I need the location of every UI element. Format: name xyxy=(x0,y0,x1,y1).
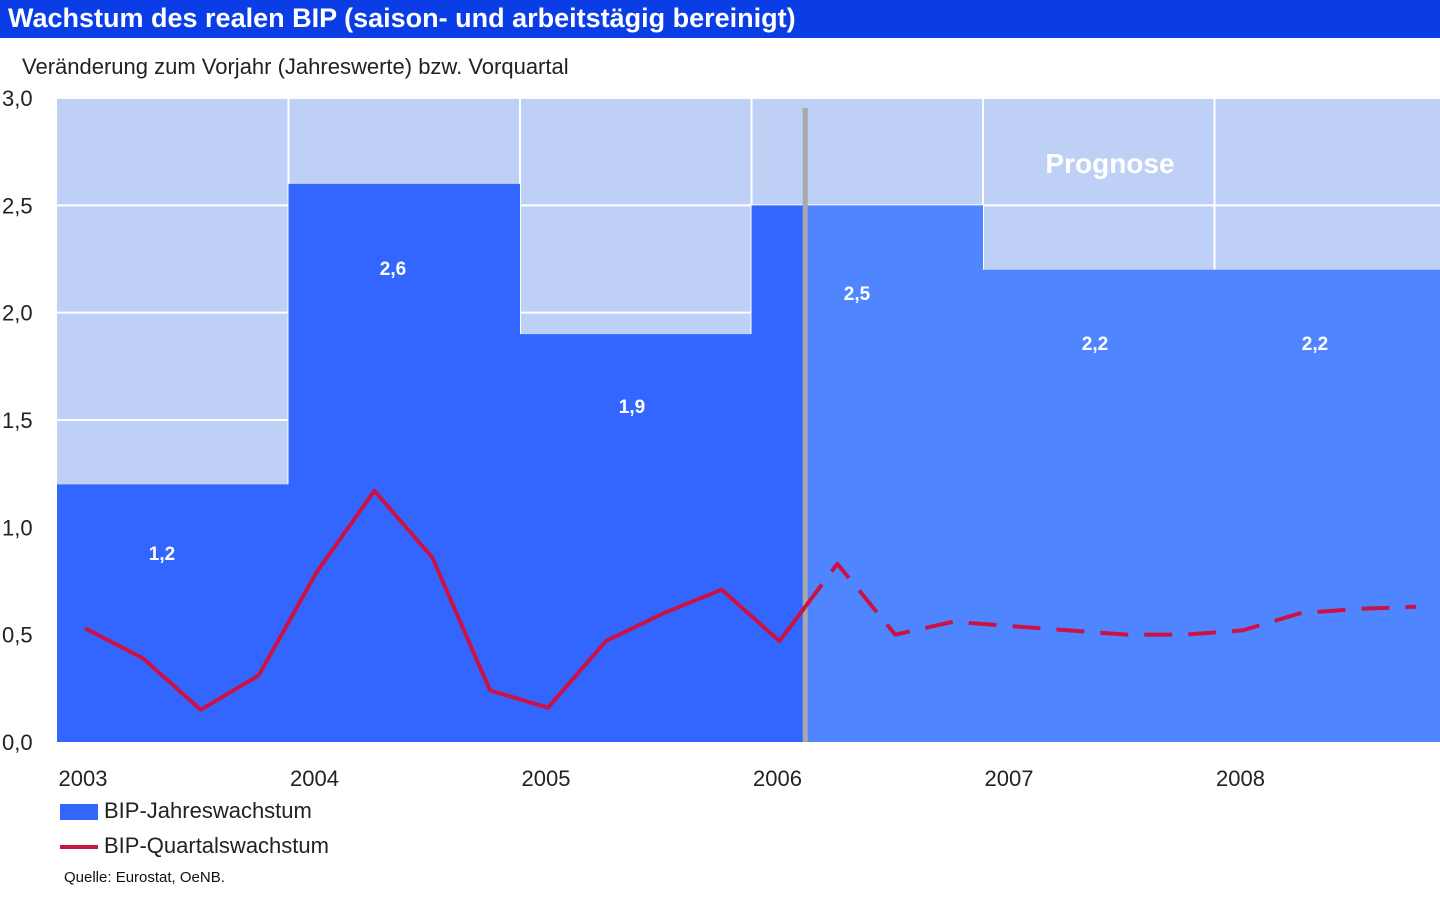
chart-subtitle: Veränderung zum Vorjahr (Jahreswerte) bz… xyxy=(22,54,569,79)
bar-label-2006: 2,5 xyxy=(844,284,871,305)
chart-title-bar: Wachstum des realen BIP (saison- und arb… xyxy=(0,0,1440,38)
chart-title: Wachstum des realen BIP (saison- und arb… xyxy=(8,3,796,33)
x-tick-label-2005: 2005 xyxy=(522,766,571,791)
bar-label-2003: 1,2 xyxy=(149,544,175,565)
y-tick-label-2: 1,0 xyxy=(2,515,33,540)
bar-2006-actual xyxy=(751,205,806,743)
bar-label-2007: 2,2 xyxy=(1082,334,1108,355)
bar-2006-forecast xyxy=(805,205,983,743)
y-tick-label-4: 2,0 xyxy=(2,301,33,326)
legend-item-quarterly: BIP-Quartalswachstum xyxy=(60,833,329,859)
bar-2004 xyxy=(288,183,520,742)
legend-label-quarterly: BIP-Quartalswachstum xyxy=(104,833,329,858)
y-tick-label-0: 0,0 xyxy=(2,730,33,755)
x-tick-label-2003: 2003 xyxy=(59,766,108,791)
y-tick-label-5: 2,5 xyxy=(2,193,33,218)
bar-2007 xyxy=(983,269,1215,742)
bar-label-2005: 1,9 xyxy=(619,397,645,418)
legend-label-annual: BIP-Jahreswachstum xyxy=(104,798,312,823)
legend-item-annual: BIP-Jahreswachstum xyxy=(60,798,312,824)
bar-2003 xyxy=(57,484,289,742)
bar-2005 xyxy=(520,334,752,742)
y-tick-label-6: 3,0 xyxy=(2,86,33,111)
quarterly-line-actual xyxy=(84,488,807,712)
bar-label-2008: 2,2 xyxy=(1302,334,1328,355)
x-tick-label-2008: 2008 xyxy=(1216,766,1265,791)
legend-swatch-quarterly xyxy=(60,845,98,850)
bar-2008 xyxy=(1214,269,1440,742)
forecast-label: Prognose xyxy=(1045,148,1174,179)
bar-label-2004: 2,6 xyxy=(380,259,406,280)
x-tick-label-2004: 2004 xyxy=(290,766,339,791)
x-tick-label-2006: 2006 xyxy=(753,766,802,791)
y-tick-label-1: 0,5 xyxy=(2,623,33,648)
legend-swatch-annual xyxy=(60,804,98,821)
source-note: Quelle: Eurostat, OeNB. xyxy=(64,869,225,886)
x-tick-label-2007: 2007 xyxy=(985,766,1034,791)
y-tick-label-3: 1,5 xyxy=(2,408,33,433)
